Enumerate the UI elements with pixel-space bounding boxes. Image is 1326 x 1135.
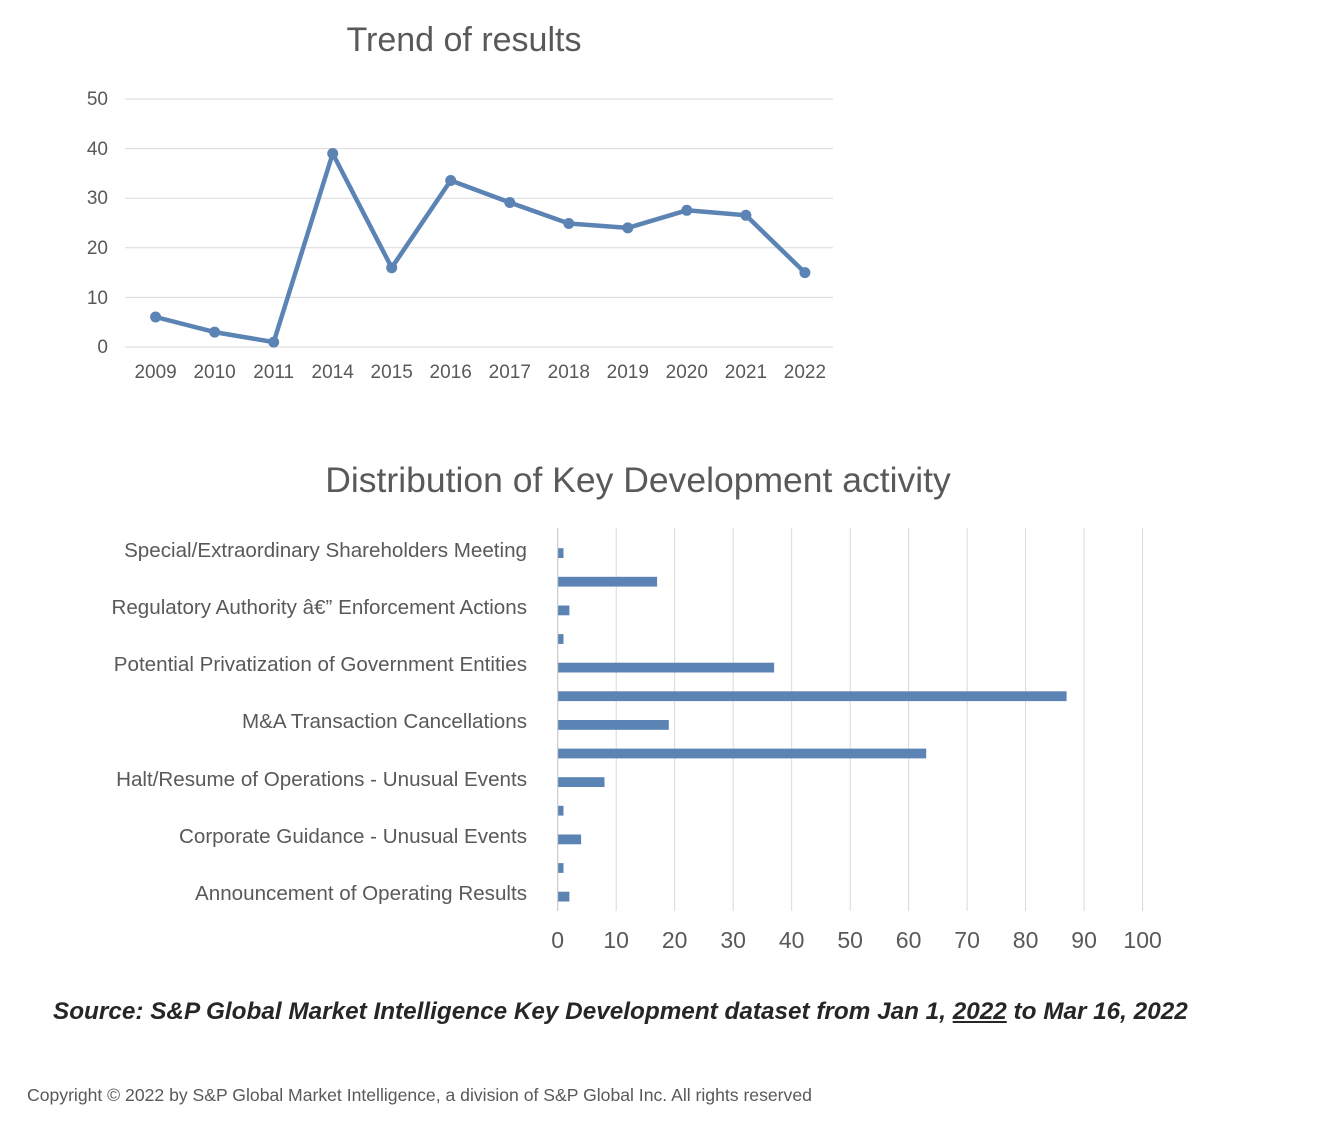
svg-text:2011: 2011: [253, 362, 294, 383]
svg-text:2016: 2016: [430, 362, 472, 383]
svg-text:2014: 2014: [312, 362, 355, 383]
svg-text:50: 50: [837, 927, 863, 953]
svg-text:0: 0: [551, 927, 564, 953]
svg-text:90: 90: [1071, 927, 1097, 953]
svg-text:80: 80: [1013, 927, 1039, 953]
svg-text:2015: 2015: [371, 362, 413, 383]
svg-text:20: 20: [662, 927, 688, 953]
svg-text:40: 40: [779, 927, 805, 953]
svg-text:2021: 2021: [725, 362, 767, 383]
svg-text:0: 0: [97, 337, 108, 358]
svg-text:10: 10: [87, 288, 108, 309]
svg-text:2017: 2017: [489, 362, 531, 383]
svg-text:70: 70: [954, 927, 980, 953]
svg-text:100: 100: [1123, 927, 1161, 953]
svg-text:60: 60: [896, 927, 922, 953]
svg-text:2009: 2009: [134, 362, 176, 383]
svg-text:40: 40: [87, 139, 108, 160]
svg-text:30: 30: [720, 927, 746, 953]
svg-text:10: 10: [603, 927, 629, 953]
svg-text:2010: 2010: [193, 362, 235, 383]
svg-text:20: 20: [87, 238, 108, 259]
svg-text:2019: 2019: [607, 362, 649, 383]
svg-text:2018: 2018: [548, 362, 590, 383]
svg-text:2022: 2022: [784, 362, 826, 383]
svg-text:30: 30: [87, 188, 108, 209]
svg-text:2020: 2020: [666, 362, 708, 383]
svg-text:50: 50: [87, 89, 108, 110]
